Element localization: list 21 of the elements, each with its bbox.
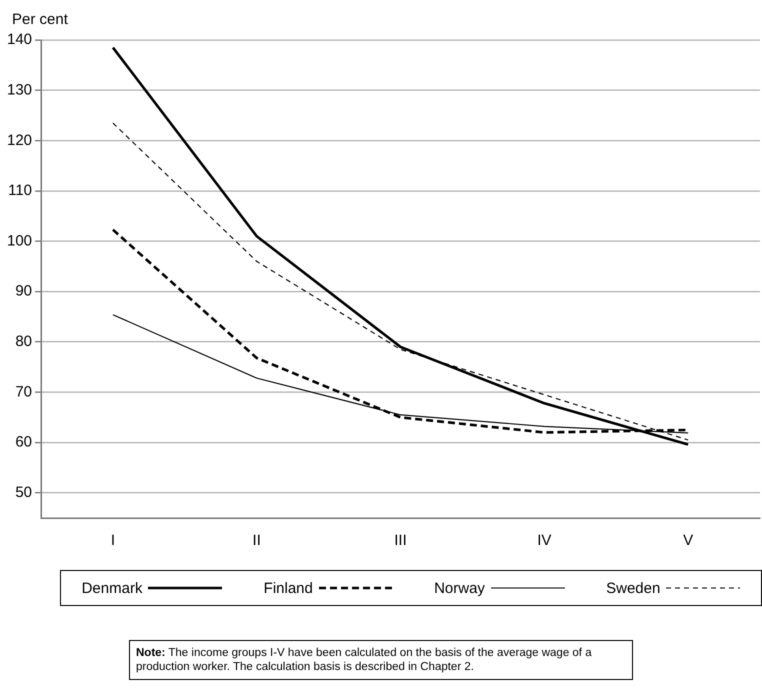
x-tick-label: III [394,532,407,550]
y-tick-label: 120 [6,132,32,149]
text: Note: The income groups I-V have been calculated on the basis of the average wage of a production worker. The calculation basis is described in Chapter 2. [136,647,592,673]
y-tick-label: 140 [6,31,32,48]
legend-label: Finland [264,580,313,596]
legend-label: Denmark [82,580,142,596]
legend-label: Norway [434,580,485,596]
x-tick-label: IV [537,532,552,550]
x-tick-label: II [252,532,261,550]
x-tick-label: I [110,532,116,550]
y-tick-label: 130 [6,81,32,98]
y-tick-label: 60 [15,434,32,451]
y-tick-label: 110 [8,182,32,200]
x-tick-label: V [683,532,694,550]
y-tick-label: 70 [15,383,32,400]
y-tick-label: 90 [15,282,32,300]
y-tick-label: 80 [15,333,32,350]
y-tick-label: 50 [15,484,32,501]
y-axis-title: Per cent [12,11,69,28]
y-tick-label: 100 [6,232,32,250]
legend-label: Sweden [606,580,660,596]
